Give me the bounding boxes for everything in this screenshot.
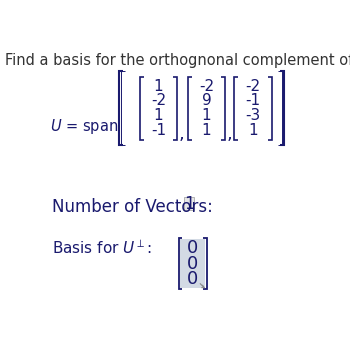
Text: 9: 9 — [202, 93, 211, 108]
Text: -1: -1 — [151, 122, 166, 138]
Text: 1: 1 — [248, 122, 258, 138]
Text: 0: 0 — [187, 239, 198, 257]
Text: -2: -2 — [245, 79, 260, 94]
Text: 1: 1 — [154, 79, 163, 94]
Text: 1: 1 — [184, 195, 194, 213]
Text: Basis for $\it{U}^{\perp}$:: Basis for $\it{U}^{\perp}$: — [51, 238, 152, 256]
Text: 1: 1 — [202, 108, 211, 123]
Text: ,: , — [179, 125, 184, 144]
FancyBboxPatch shape — [180, 239, 205, 288]
Text: -3: -3 — [245, 108, 261, 123]
Text: -2: -2 — [199, 79, 214, 94]
Text: Number of Vectors:: Number of Vectors: — [51, 197, 212, 216]
Text: 0: 0 — [187, 255, 198, 273]
FancyBboxPatch shape — [184, 197, 195, 210]
Text: $\it{U}$ = span: $\it{U}$ = span — [50, 117, 118, 136]
Text: -1: -1 — [245, 93, 260, 108]
Text: ,: , — [227, 125, 233, 144]
Text: 0: 0 — [187, 270, 198, 288]
Text: Find a basis for the orthognonal complement of: Find a basis for the orthognonal complem… — [5, 53, 350, 68]
Text: -2: -2 — [151, 93, 166, 108]
Text: 1: 1 — [154, 108, 163, 123]
Text: 1: 1 — [202, 122, 211, 138]
